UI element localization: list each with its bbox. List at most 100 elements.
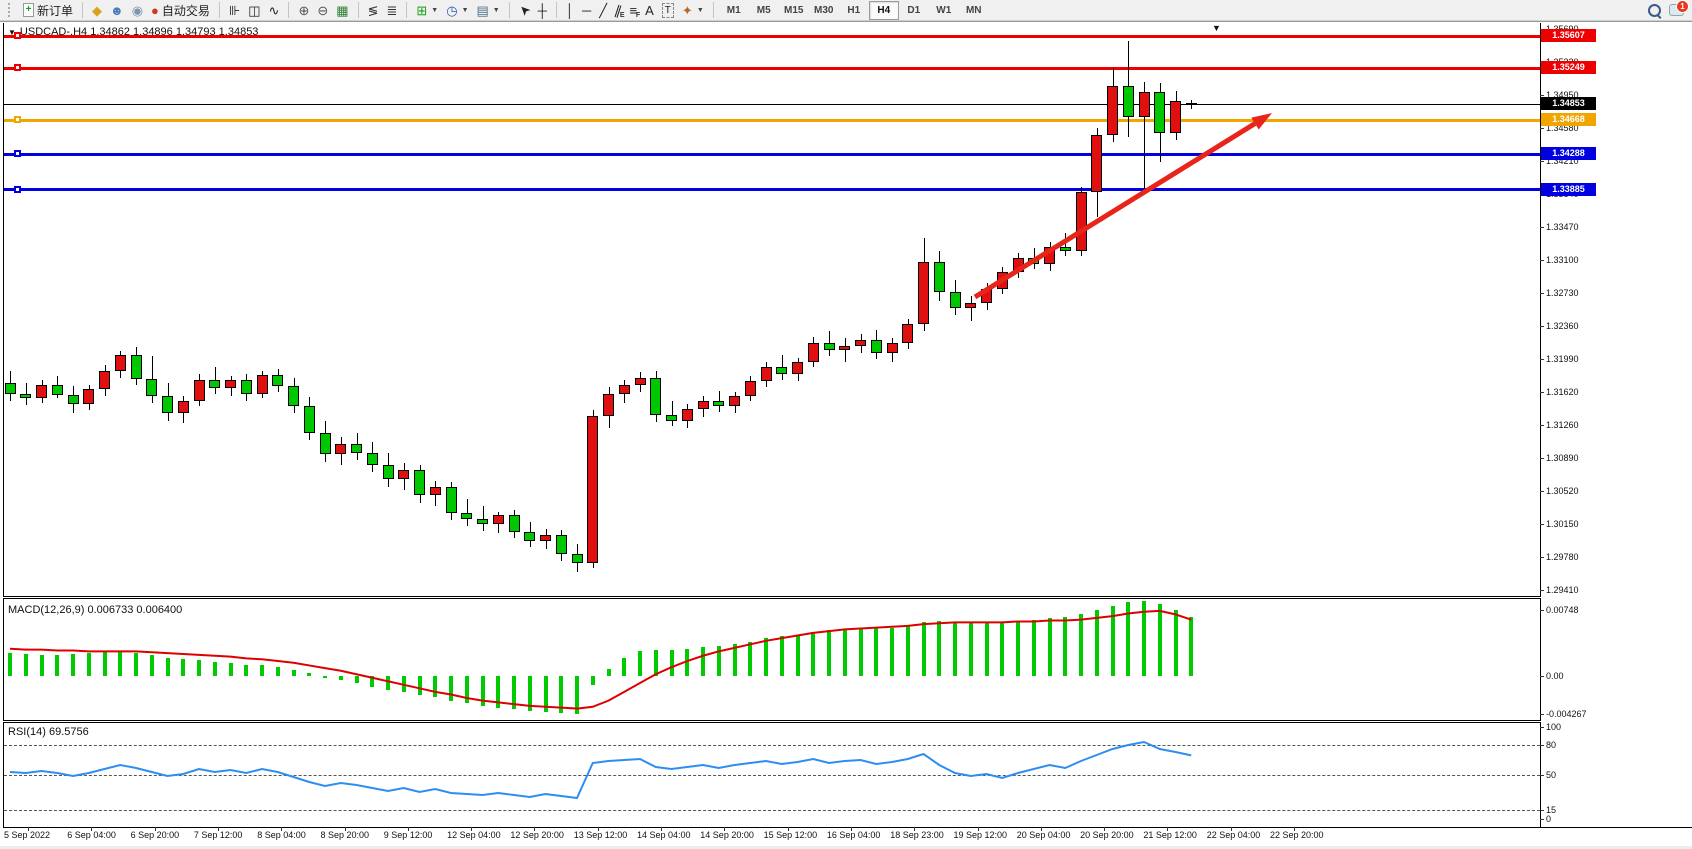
price-line-badge: 1.33885: [1541, 182, 1596, 196]
horizontal-line-object[interactable]: [4, 188, 1540, 192]
text-label-icon: T: [661, 2, 674, 18]
candles-chart-icon: ◫: [248, 2, 261, 18]
price-axis-tick: [1540, 128, 1544, 129]
text-label-button[interactable]: T: [658, 0, 678, 20]
macd-histogram-bar: [307, 673, 311, 676]
add-indicator-button[interactable]: ⊞ ▼: [412, 0, 442, 20]
toolbar-grip[interactable]: [8, 3, 15, 17]
zoom-in-icon: ⊕: [298, 2, 310, 18]
candle: [209, 379, 220, 388]
macd-histogram-bar: [166, 657, 170, 676]
vertical-line-button[interactable]: │: [562, 0, 578, 20]
add-indicator-icon: ⊞: [416, 2, 428, 18]
candle: [83, 389, 94, 405]
panel-splitter-gap: [3, 721, 1541, 722]
panel-splitter-gap: [3, 597, 1541, 598]
date-axis-label: 19 Sep 12:00: [953, 830, 1008, 840]
date-axis-tick: [407, 827, 409, 831]
date-axis-label: 6 Sep 04:00: [67, 830, 116, 840]
date-axis-tick: [724, 827, 726, 831]
fibonacci-button[interactable]: ≡ F: [626, 0, 642, 20]
candle: [776, 367, 787, 375]
macd-histogram-bar: [1174, 610, 1178, 676]
zoom-out-button[interactable]: ⊖: [313, 0, 332, 20]
objects-list-button[interactable]: ≣: [382, 0, 401, 20]
dropdown-caret-icon: ▼: [492, 6, 500, 14]
zoom-in-button[interactable]: ⊕: [294, 0, 313, 20]
macd-histogram-bar: [843, 629, 847, 676]
new-order-icon: +: [23, 3, 34, 17]
line-anchor-handle[interactable]: [14, 116, 21, 124]
candles-chart-button[interactable]: ◫: [244, 0, 264, 20]
new-order-button[interactable]: + 新订单: [19, 0, 77, 20]
timeframe-d1-button[interactable]: D1: [907, 4, 921, 16]
horizontal-line-object[interactable]: [4, 152, 1540, 156]
timeframe-h4-button[interactable]: H4: [868, 0, 899, 20]
macd-histogram-bar: [811, 632, 815, 676]
panel-splitter[interactable]: [3, 596, 1541, 597]
bars-chart-button[interactable]: ⊪: [225, 0, 244, 20]
macd-histogram-bar: [544, 676, 548, 713]
indicators-button[interactable]: ≶: [364, 0, 383, 20]
crosshair-button[interactable]: ┼: [534, 0, 551, 20]
horizontal-line-object[interactable]: [4, 66, 1540, 70]
profile-icon: ☻: [110, 2, 124, 18]
rsi-level-line: [4, 810, 1540, 811]
horizontal-line-object[interactable]: [4, 118, 1540, 122]
styler-button[interactable]: ◆: [88, 0, 106, 20]
timeframe-m5-button[interactable]: M5: [756, 4, 771, 16]
candle: [965, 302, 976, 309]
timeframe-h1-button[interactable]: H1: [847, 4, 861, 16]
chart-dropdown-icon[interactable]: ▼: [8, 27, 16, 37]
candle: [1076, 192, 1087, 252]
timeframe-mn-button[interactable]: MN: [965, 4, 982, 16]
autotrading-button[interactable]: ● 自动交易: [147, 0, 214, 20]
panel-splitter[interactable]: [3, 722, 1541, 723]
horizontal-line-object[interactable]: [4, 34, 1540, 38]
time-axis-line[interactable]: [3, 827, 1692, 828]
signal-button[interactable]: ◉: [128, 0, 147, 20]
chart-shift-marker-icon[interactable]: ▼: [1212, 23, 1221, 33]
candle: [414, 470, 425, 496]
candle: [603, 393, 614, 417]
trend-arrow-object[interactable]: [973, 121, 1257, 300]
price-line-badge: 1.34668: [1541, 113, 1596, 127]
channel-button[interactable]: ∥ E: [611, 0, 626, 20]
horizontal-line-button[interactable]: ─: [578, 0, 595, 20]
period-button[interactable]: ◷ ▼: [442, 0, 472, 20]
template-button[interactable]: ▤ ▼: [473, 0, 504, 20]
rsi-axis-tick: [1540, 775, 1544, 776]
line-anchor-handle[interactable]: [14, 150, 21, 158]
timeframe-m15-button[interactable]: M15: [784, 4, 804, 16]
timeframe-w1-button[interactable]: W1: [936, 4, 952, 16]
template-icon: ▤: [476, 2, 489, 18]
price-axis-tick-label: 1.30150: [1546, 519, 1579, 529]
chat-button[interactable]: 1: [1665, 0, 1689, 20]
panel-splitter[interactable]: [3, 720, 1541, 721]
timeframe-m1-button[interactable]: M1: [726, 4, 741, 16]
line-anchor-handle[interactable]: [14, 32, 21, 40]
macd-histogram-bar: [1032, 619, 1036, 676]
cursor-button[interactable]: ➤: [515, 0, 534, 20]
line-anchor-handle[interactable]: [14, 64, 21, 72]
line-anchor-handle[interactable]: [14, 185, 21, 193]
price-axis-tick: [1540, 557, 1544, 558]
profile-button[interactable]: ☻: [106, 0, 128, 20]
macd-histogram-bar: [575, 676, 579, 714]
macd-histogram-bar: [71, 654, 75, 676]
search-button[interactable]: [1644, 0, 1665, 20]
tile-windows-button[interactable]: ▦: [332, 0, 352, 20]
macd-histogram-bar: [370, 676, 374, 687]
arrows-button[interactable]: ✦ ▼: [678, 0, 708, 20]
line-chart-button[interactable]: ∿: [265, 0, 284, 20]
macd-axis-tick: [1540, 713, 1544, 715]
text-button[interactable]: A: [641, 0, 658, 20]
trendline-button[interactable]: ╱: [595, 0, 611, 20]
macd-histogram-bar: [764, 638, 768, 676]
candle: [619, 384, 630, 394]
macd-signal-line: [9, 609, 1192, 710]
macd-histogram-bar: [8, 653, 12, 676]
panel-splitter[interactable]: [3, 598, 1541, 599]
date-axis-label: 20 Sep 20:00: [1080, 830, 1134, 840]
timeframe-m30-button[interactable]: M30: [814, 4, 834, 16]
